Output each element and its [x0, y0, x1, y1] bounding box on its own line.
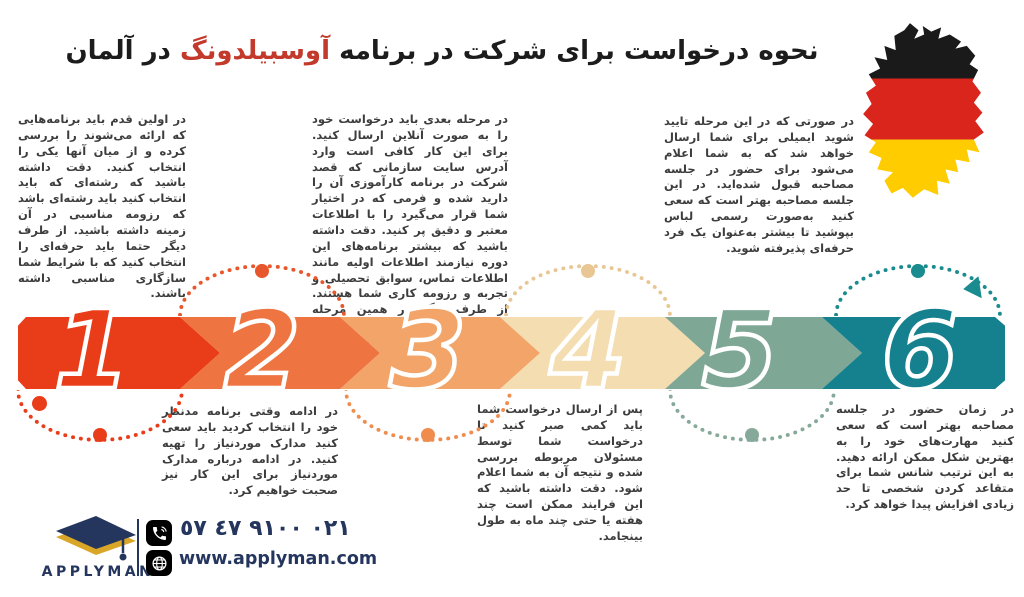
cap-tassel-knob	[119, 553, 127, 561]
flag-gold-stripe	[863, 139, 984, 198]
brand-name: APPLYMAN	[41, 564, 155, 580]
wave-arc-over-step-6	[834, 264, 1002, 316]
step-1-arrow-segment	[18, 317, 220, 389]
arc-apex-dot	[581, 264, 595, 278]
wave-arc-over-step-2	[178, 264, 346, 316]
step-5-description: در صورتی که در این مرحله تایید شوید ایمی…	[664, 114, 854, 255]
wave-arc-under-step-3	[344, 390, 512, 442]
website-url: www.applyman.com	[179, 549, 378, 569]
wave-arc-under-step-5	[668, 390, 836, 442]
steps-arrow-band	[0, 317, 1024, 389]
step-4-description: پس از ارسال درخواست شما باید کمی صبر کنی…	[477, 402, 643, 543]
footer-divider	[137, 519, 139, 576]
globe-icon	[146, 550, 172, 576]
arc-apex-dot	[911, 264, 925, 278]
cap-board	[56, 516, 136, 549]
step-3-number: 3	[387, 286, 468, 414]
title-highlight: آوسبیلدونگ	[179, 36, 330, 66]
page-title: نحوه درخواست برای شرکت در برنامه آوسبیلد…	[20, 36, 864, 66]
step-4-number: 4	[547, 286, 628, 414]
phone-number: ٠٢١ ٩١٠٠ ٤٧ ٥٧	[180, 516, 351, 541]
arc-apex-dot	[255, 264, 269, 278]
title-post: در آلمان	[65, 36, 171, 66]
step-6-description: در زمان حضور در جلسه مصاحبه بهتر است که …	[836, 402, 1014, 512]
step-2-description: در ادامه وقتی برنامه مدنظر خود را انتخاب…	[162, 404, 338, 498]
step-5-number: 5	[699, 286, 780, 414]
wave-arc-under-step-1	[16, 390, 184, 442]
wave-arc-over-step-4	[504, 264, 672, 316]
step-2-number: 2	[221, 286, 302, 414]
flag-black-stripe	[863, 23, 984, 79]
title-pre: نحوه درخواست برای شرکت در برنامه	[339, 36, 819, 66]
arc-apex-dot	[421, 428, 435, 442]
step-6-number: 6	[879, 286, 960, 414]
step-1-description: در اولین قدم باید برنامه‌هایی که ارائه م…	[18, 112, 186, 301]
step-1-number: 1	[51, 286, 132, 414]
graduation-cap-logo	[56, 516, 136, 561]
flag-red-stripe	[863, 78, 984, 140]
phone-icon	[146, 520, 172, 546]
germany-map	[863, 23, 984, 198]
arc-apex-dot	[745, 428, 759, 442]
arc-apex-dot	[93, 428, 107, 442]
